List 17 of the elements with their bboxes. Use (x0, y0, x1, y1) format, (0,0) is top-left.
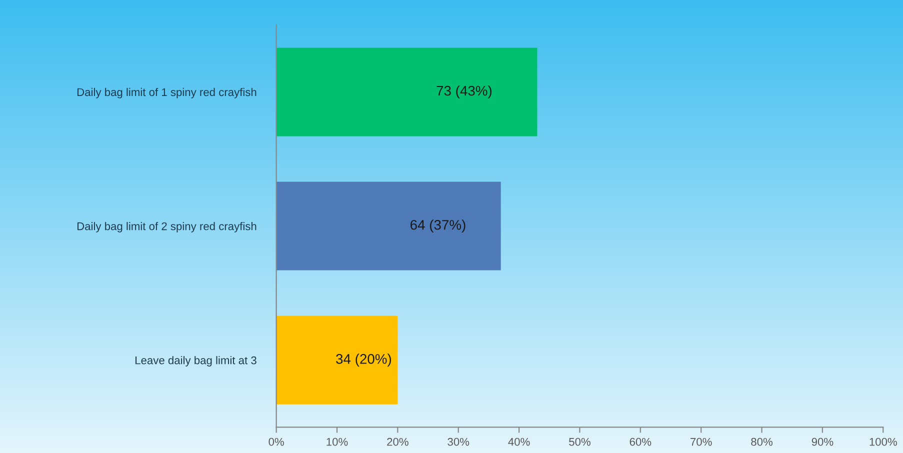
x-tick-label: 40% (508, 438, 530, 446)
x-tick-label: 70% (690, 438, 712, 446)
x-tick-label: 100% (870, 438, 897, 446)
x-tick-label: 20% (387, 438, 408, 446)
data-label: 73 (43%) (436, 85, 492, 98)
y-tick-label: Daily bag limit of 1 spiny red crayfish (77, 88, 256, 98)
x-tick-label: 30% (448, 438, 470, 446)
x-tick-label: 0% (268, 438, 284, 446)
y-tick-label: Leave daily bag limit at 3 (136, 356, 256, 366)
x-tick-label: 80% (751, 438, 772, 446)
x-tick-label: 10% (326, 438, 348, 446)
x-tick-label: 90% (812, 438, 834, 446)
x-tick-label: 50% (569, 438, 590, 446)
x-tick-label: 60% (630, 438, 652, 446)
data-label: 64 (37%) (410, 220, 466, 233)
y-tick-label: Daily bag limit of 2 spiny red crayfish (77, 222, 256, 232)
data-label: 34 (20%) (336, 354, 392, 367)
